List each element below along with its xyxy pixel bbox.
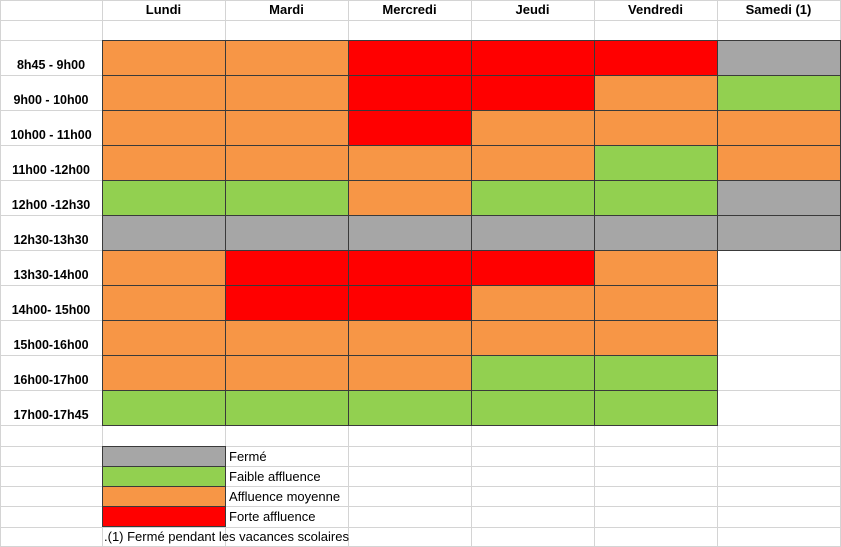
schedule-cell-forte[interactable] xyxy=(348,75,472,111)
schedule-cell-forte[interactable] xyxy=(225,250,349,286)
grid-row-line xyxy=(0,0,841,1)
time-slot-label: 14h00- 15h00 xyxy=(11,303,91,317)
schedule-cell-ferme[interactable] xyxy=(717,40,841,76)
time-slot-label: 13h30-14h00 xyxy=(13,268,89,282)
schedule-cell-faible[interactable] xyxy=(717,75,841,111)
grid-row-line xyxy=(0,486,841,487)
day-header: Lundi xyxy=(145,2,182,17)
schedule-cell-moyenne[interactable] xyxy=(225,40,349,76)
schedule-cell-faible[interactable] xyxy=(471,390,595,426)
grid-column-line xyxy=(0,0,1,547)
legend-swatch-ferme xyxy=(102,446,226,467)
schedule-cell-moyenne[interactable] xyxy=(348,355,472,391)
grid-row-line xyxy=(0,466,841,467)
schedule-cell-moyenne[interactable] xyxy=(348,145,472,181)
day-header: Jeudi xyxy=(515,2,550,17)
schedule-cell-ferme[interactable] xyxy=(717,215,841,251)
schedule-cell-ferme[interactable] xyxy=(594,215,718,251)
schedule-cell-forte[interactable] xyxy=(348,110,472,146)
schedule-cell-moyenne[interactable] xyxy=(348,320,472,356)
time-slot-label: 12h30-13h30 xyxy=(13,233,89,247)
schedule-cell-faible[interactable] xyxy=(594,355,718,391)
footnote-text: .(1) Fermé pendant les vacances scolaire… xyxy=(104,529,349,544)
schedule-cell-forte[interactable] xyxy=(471,75,595,111)
schedule-cell-moyenne[interactable] xyxy=(471,145,595,181)
schedule-cell-moyenne[interactable] xyxy=(594,285,718,321)
day-header: Mercredi xyxy=(382,2,437,17)
schedule-cell-moyenne[interactable] xyxy=(471,320,595,356)
schedule-cell-moyenne[interactable] xyxy=(225,145,349,181)
schedule-cell-moyenne[interactable] xyxy=(102,355,226,391)
schedule-cell-forte[interactable] xyxy=(471,40,595,76)
schedule-cell-faible[interactable] xyxy=(471,355,595,391)
schedule-cell-moyenne[interactable] xyxy=(102,320,226,356)
day-header: Mardi xyxy=(269,2,304,17)
schedule-cell-moyenne[interactable] xyxy=(348,180,472,216)
legend-swatch-faible xyxy=(102,466,226,487)
schedule-cell-forte[interactable] xyxy=(225,285,349,321)
time-slot-label: 12h00 -12h30 xyxy=(11,198,91,212)
schedule-cell-moyenne[interactable] xyxy=(225,320,349,356)
time-slot-label: 17h00-17h45 xyxy=(13,408,89,422)
schedule-cell-moyenne[interactable] xyxy=(102,145,226,181)
time-slot-label: 16h00-17h00 xyxy=(13,373,89,387)
schedule-cell-moyenne[interactable] xyxy=(102,75,226,111)
schedule-cell-moyenne[interactable] xyxy=(102,285,226,321)
schedule-cell-moyenne[interactable] xyxy=(102,250,226,286)
legend-label: Faible affluence xyxy=(229,469,321,484)
legend-swatch-forte xyxy=(102,506,226,527)
day-header: Samedi (1) xyxy=(745,2,812,17)
grid-row-line xyxy=(0,506,841,507)
schedule-cell-ferme[interactable] xyxy=(717,180,841,216)
schedule-cell-faible[interactable] xyxy=(594,390,718,426)
schedule-cell-moyenne[interactable] xyxy=(225,75,349,111)
schedule-cell-moyenne[interactable] xyxy=(471,285,595,321)
schedule-cell-forte[interactable] xyxy=(348,40,472,76)
schedule-cell-moyenne[interactable] xyxy=(594,110,718,146)
schedule-cell-forte[interactable] xyxy=(594,40,718,76)
schedule-cell-forte[interactable] xyxy=(348,250,472,286)
schedule-cell-faible[interactable] xyxy=(225,390,349,426)
time-slot-label: 8h45 - 9h00 xyxy=(16,58,86,72)
schedule-cell-ferme[interactable] xyxy=(102,215,226,251)
schedule-cell-moyenne[interactable] xyxy=(471,110,595,146)
schedule-cell-forte[interactable] xyxy=(471,250,595,286)
legend-swatch-moyenne xyxy=(102,486,226,507)
legend-label: Fermé xyxy=(229,449,267,464)
grid-row-line xyxy=(0,446,841,447)
grid-row-line xyxy=(0,527,841,528)
time-slot-label: 15h00-16h00 xyxy=(13,338,89,352)
schedule-cell-faible[interactable] xyxy=(102,180,226,216)
schedule-cell-ferme[interactable] xyxy=(348,215,472,251)
schedule-cell-moyenne[interactable] xyxy=(717,145,841,181)
schedule-cell-forte[interactable] xyxy=(348,285,472,321)
time-slot-label: 11h00 -12h00 xyxy=(12,163,90,177)
schedule-cell-moyenne[interactable] xyxy=(102,110,226,146)
legend-label: Affluence moyenne xyxy=(229,489,341,504)
schedule-cell-ferme[interactable] xyxy=(471,215,595,251)
schedule-cell-faible[interactable] xyxy=(471,180,595,216)
schedule-cell-moyenne[interactable] xyxy=(594,320,718,356)
schedule-cell-ferme[interactable] xyxy=(225,215,349,251)
schedule-cell-faible[interactable] xyxy=(102,390,226,426)
schedule-cell-moyenne[interactable] xyxy=(102,40,226,76)
schedule-cell-faible[interactable] xyxy=(594,180,718,216)
schedule-cell-moyenne[interactable] xyxy=(594,75,718,111)
schedule-cell-faible[interactable] xyxy=(225,180,349,216)
legend-label: Forte affluence xyxy=(229,509,316,524)
time-slot-label: 9h00 - 10h00 xyxy=(13,93,89,107)
grid-row-line xyxy=(0,20,841,21)
day-header: Vendredi xyxy=(628,2,683,17)
schedule-cell-moyenne[interactable] xyxy=(717,110,841,146)
schedule-cell-faible[interactable] xyxy=(594,145,718,181)
schedule-cell-moyenne[interactable] xyxy=(225,110,349,146)
schedule-cell-moyenne[interactable] xyxy=(594,250,718,286)
schedule-cell-moyenne[interactable] xyxy=(225,355,349,391)
schedule-cell-faible[interactable] xyxy=(348,390,472,426)
time-slot-label: 10h00 - 11h00 xyxy=(10,128,92,142)
